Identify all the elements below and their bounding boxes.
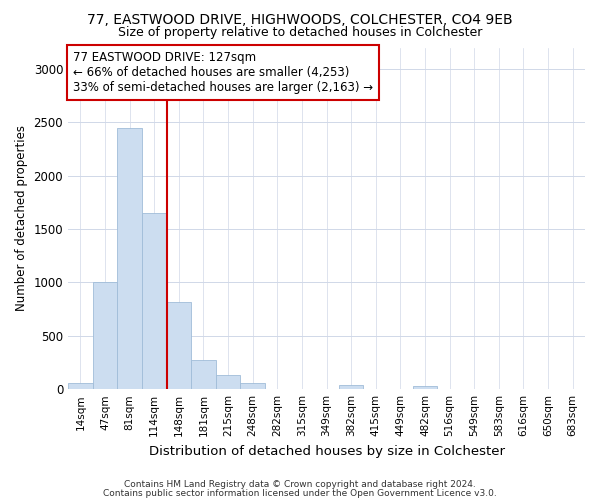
Text: 77, EASTWOOD DRIVE, HIGHWOODS, COLCHESTER, CO4 9EB: 77, EASTWOOD DRIVE, HIGHWOODS, COLCHESTE…: [87, 12, 513, 26]
Bar: [241, 384, 265, 389]
Bar: [191, 360, 216, 389]
Bar: [339, 385, 364, 389]
Bar: [142, 213, 167, 389]
Bar: [216, 376, 241, 389]
Bar: [68, 384, 92, 389]
X-axis label: Distribution of detached houses by size in Colchester: Distribution of detached houses by size …: [149, 444, 505, 458]
Y-axis label: Number of detached properties: Number of detached properties: [15, 126, 28, 312]
Bar: [167, 302, 191, 389]
Bar: [413, 386, 437, 389]
Text: Contains public sector information licensed under the Open Government Licence v3: Contains public sector information licen…: [103, 488, 497, 498]
Bar: [117, 128, 142, 389]
Bar: [92, 282, 117, 389]
Text: Size of property relative to detached houses in Colchester: Size of property relative to detached ho…: [118, 26, 482, 39]
Text: Contains HM Land Registry data © Crown copyright and database right 2024.: Contains HM Land Registry data © Crown c…: [124, 480, 476, 489]
Text: 77 EASTWOOD DRIVE: 127sqm
← 66% of detached houses are smaller (4,253)
33% of se: 77 EASTWOOD DRIVE: 127sqm ← 66% of detac…: [73, 51, 373, 94]
